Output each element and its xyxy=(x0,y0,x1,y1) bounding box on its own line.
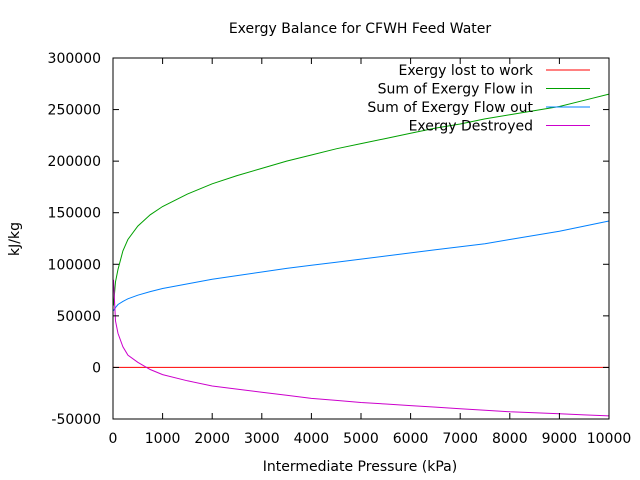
y-tick-label: 100000 xyxy=(48,257,101,273)
legend: Exergy lost to work Sum of Exergy Flow in… xyxy=(367,63,590,135)
series-line-3 xyxy=(113,279,610,417)
x-tick-label: 2000 xyxy=(194,431,230,447)
x-tick-label: 5000 xyxy=(343,431,379,447)
legend-label-1: Sum of Exergy Flow in xyxy=(378,82,533,98)
series-line-1 xyxy=(113,93,610,306)
series-group xyxy=(113,93,610,417)
x-tick-label: 7000 xyxy=(442,431,478,447)
plot-frame xyxy=(112,57,610,420)
chart-title: Exergy Balance for CFWH Feed Water xyxy=(229,21,492,37)
x-tick-label: 9000 xyxy=(542,431,578,447)
y-tick-label: 250000 xyxy=(48,103,101,119)
ticks-group: 0 1000 2000 3000 4000 5000 6000 7000 8000 9000 100… xyxy=(48,51,632,447)
y-tick-label: 0 xyxy=(92,360,101,376)
x-tick-label: 10000 xyxy=(587,431,632,447)
x-axis-label: Intermediate Pressure (kPa) xyxy=(263,459,457,475)
y-tick-label: 300000 xyxy=(48,51,101,67)
x-tick-label: 0 xyxy=(109,431,118,447)
y-tick-label: 200000 xyxy=(48,154,101,170)
series-line-2 xyxy=(113,220,610,311)
x-tick-label: 8000 xyxy=(492,431,528,447)
x-tick-label: 3000 xyxy=(244,431,280,447)
legend-label-0: Exergy lost to work xyxy=(398,63,533,79)
x-tick-label: 6000 xyxy=(393,431,429,447)
legend-label-3: Exergy Destroyed xyxy=(409,119,533,135)
y-tick-label: -50000 xyxy=(51,412,101,428)
x-tick-label: 1000 xyxy=(145,431,181,447)
y-tick-label: 50000 xyxy=(56,309,101,325)
legend-label-2: Sum of Exergy Flow out xyxy=(367,100,533,116)
x-tick-label: 4000 xyxy=(294,431,330,447)
y-axis-label: kJ/kg xyxy=(7,222,23,256)
y-tick-label: 150000 xyxy=(48,206,101,222)
